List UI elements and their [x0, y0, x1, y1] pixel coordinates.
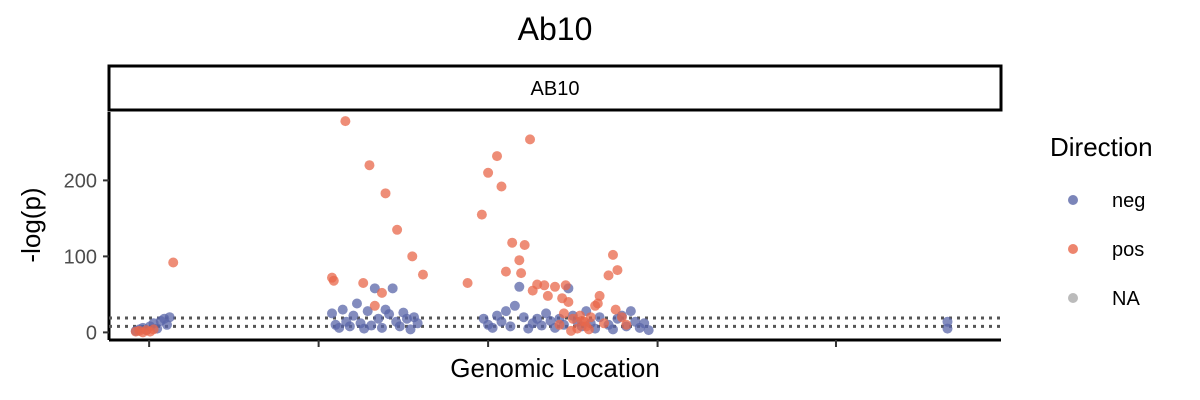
point-pos: [558, 308, 569, 319]
point-pos: [476, 209, 487, 220]
point-pos: [514, 255, 525, 266]
point-neg: [509, 300, 520, 311]
y-tick-label: 100: [64, 246, 97, 268]
point-pos: [554, 319, 565, 330]
point-neg: [344, 321, 355, 332]
point-pos: [542, 290, 553, 301]
point-pos: [607, 249, 618, 260]
point-pos: [610, 304, 621, 315]
point-pos: [516, 268, 527, 279]
facet-strip-label: AB10: [531, 78, 580, 100]
legend-label-pos: pos: [1112, 239, 1144, 261]
data-points: [130, 116, 953, 338]
point-neg: [487, 322, 498, 333]
point-pos: [599, 318, 610, 329]
point-pos: [168, 257, 179, 268]
point-neg: [387, 283, 398, 294]
point-neg: [643, 325, 654, 336]
point-neg: [942, 316, 953, 327]
x-axis-label: Genomic Location: [450, 353, 660, 383]
legend-label-neg: neg: [1112, 190, 1145, 212]
point-neg: [362, 306, 373, 317]
point-pos: [148, 324, 159, 335]
point-neg: [369, 283, 380, 294]
point-neg: [625, 306, 636, 317]
point-neg: [334, 322, 345, 333]
point-pos: [328, 275, 339, 286]
point-neg: [373, 313, 384, 324]
point-neg: [500, 306, 511, 317]
point-pos: [519, 240, 530, 250]
point-neg: [366, 320, 377, 331]
point-pos: [583, 324, 594, 335]
point-neg: [607, 324, 618, 335]
point-pos: [462, 278, 473, 288]
point-pos: [369, 300, 380, 311]
facet-strip: AB10: [107, 64, 1003, 112]
point-pos: [417, 269, 428, 280]
point-pos: [603, 270, 614, 281]
legend-key-NA: [1068, 293, 1078, 303]
legend: Direction neg pos NA: [1050, 132, 1153, 310]
chart-title: Ab10: [518, 11, 593, 47]
point-neg: [405, 324, 416, 335]
point-neg: [394, 321, 405, 332]
point-pos: [376, 287, 387, 298]
point-neg: [384, 309, 395, 320]
legend-key-neg: [1068, 195, 1078, 205]
point-pos: [407, 251, 418, 262]
y-tick-label: 200: [64, 170, 97, 192]
point-neg: [541, 308, 552, 319]
point-pos: [579, 316, 590, 327]
point-neg: [536, 320, 547, 331]
point-neg: [514, 281, 525, 292]
point-pos: [566, 325, 577, 336]
point-neg: [496, 316, 507, 327]
point-pos: [616, 312, 627, 323]
legend-label-NA: NA: [1112, 288, 1140, 310]
point-pos: [364, 160, 375, 171]
point-pos: [340, 116, 351, 127]
point-neg: [327, 308, 337, 319]
point-pos: [483, 167, 494, 178]
point-pos: [550, 281, 560, 292]
point-pos: [612, 265, 623, 276]
point-pos: [496, 181, 507, 192]
point-neg: [376, 322, 387, 333]
point-neg: [518, 312, 529, 323]
series-pos: [130, 116, 632, 338]
point-neg: [161, 319, 172, 330]
point-neg: [164, 312, 175, 323]
legend-title: Direction: [1050, 132, 1153, 162]
point-neg: [505, 321, 516, 332]
point-pos: [358, 278, 369, 288]
y-axis-label: -log(p): [16, 187, 46, 262]
legend-key-pos: [1068, 244, 1078, 254]
point-pos: [560, 280, 571, 291]
point-pos: [557, 293, 568, 304]
point-neg: [412, 318, 423, 329]
point-pos: [525, 134, 536, 145]
point-neg: [942, 323, 953, 334]
axes: 0 100 200: [64, 112, 1001, 347]
point-neg: [337, 304, 348, 315]
point-pos: [507, 237, 518, 248]
point-pos: [500, 266, 511, 277]
point-pos: [594, 290, 605, 301]
point-pos: [492, 151, 503, 162]
point-pos: [380, 188, 391, 199]
point-pos: [621, 319, 632, 330]
point-neg: [351, 298, 362, 309]
point-pos: [392, 224, 403, 235]
y-tick-label: 0: [86, 322, 97, 344]
point-neg: [348, 310, 359, 321]
point-pos: [592, 298, 603, 309]
point-pos: [539, 280, 550, 291]
